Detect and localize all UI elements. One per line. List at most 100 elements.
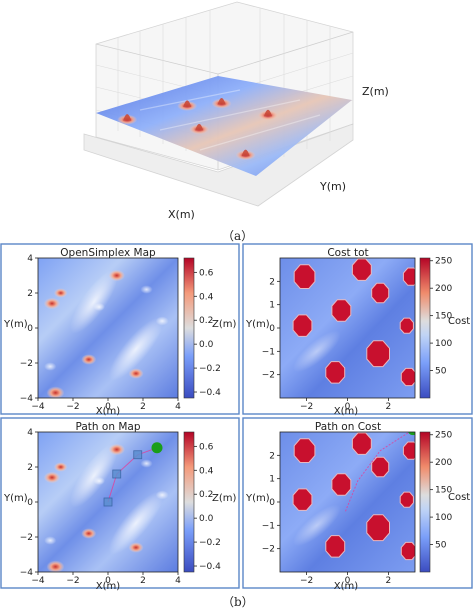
chart-b2-obstacle bbox=[292, 314, 313, 337]
chart-a-3d-surface: X(m) Y(m) Z(m) bbox=[83, 1, 389, 221]
chart-a-zlabel: Z(m) bbox=[362, 85, 389, 98]
chart-b1-terrain-feature bbox=[93, 302, 105, 312]
chart-b1-colorbar-tick-label: 0.6 bbox=[199, 268, 214, 278]
chart-b1-ytick-label: −2 bbox=[20, 359, 33, 369]
chart-b4-xlabel: X(m) bbox=[334, 581, 358, 592]
chart-b3-heatmap bbox=[38, 432, 178, 572]
chart-b4-obstacle bbox=[293, 438, 316, 463]
chart-b2-colorbar-tick-label: 200 bbox=[435, 284, 452, 294]
chart-b4-obstacle bbox=[331, 473, 352, 496]
chart-b1-ylabel: Y(m) bbox=[3, 319, 28, 330]
panel-b4-frame bbox=[242, 417, 473, 589]
chart-b4-goal-marker bbox=[407, 432, 415, 436]
chart-b1-colorbar-tick-label: −0.4 bbox=[199, 388, 221, 398]
chart-b4-xtick-label: 2 bbox=[386, 576, 392, 586]
chart-b2-colorbar-ticks: 250 200 150 100 50 bbox=[430, 257, 452, 377]
chart-a-peak-spike bbox=[183, 100, 192, 107]
chart-b3-terrain-feature bbox=[44, 536, 57, 545]
chart-b2-obstacle bbox=[402, 267, 415, 286]
chart-b1-terrain-feature bbox=[46, 386, 65, 398]
chart-b1-title: OpenSimplex Map bbox=[60, 247, 156, 259]
caption-a: （a） bbox=[222, 229, 253, 243]
chart-b3-ytick-label: −4 bbox=[20, 568, 34, 578]
chart-b3-xtick-label: −4 bbox=[31, 576, 45, 586]
chart-b4-light-band bbox=[292, 504, 341, 547]
chart-b2-colorbar bbox=[419, 257, 431, 399]
chart-b4-colorbar-ticks: 250 200 150 100 50 bbox=[430, 431, 452, 551]
chart-b1-xtick-label: −4 bbox=[31, 402, 45, 412]
chart-b4-colorbar bbox=[419, 431, 431, 573]
chart-b3-xtick-label: 4 bbox=[175, 576, 181, 586]
chart-b4-obstacle bbox=[400, 541, 415, 561]
chart-b1-colorbar-tick-label: −0.2 bbox=[199, 364, 221, 374]
chart-b2-ytick-label: 1 bbox=[269, 301, 275, 311]
chart-b1-colorbar bbox=[183, 257, 195, 399]
chart-b2-obstacle bbox=[331, 299, 352, 322]
chart-b1-colorbar-tick-label: 0.4 bbox=[199, 292, 214, 302]
chart-a-surface bbox=[96, 76, 352, 176]
chart-b4-ytick-label: 2 bbox=[269, 451, 275, 461]
chart-b1-ytick-label: 0 bbox=[27, 324, 33, 334]
chart-b2-plot-area: −2 0 2 2 1 0 −1 −2 bbox=[262, 257, 416, 412]
chart-b3-ytick-label: 0 bbox=[27, 498, 33, 508]
chart-b3-title: Path on Map bbox=[76, 421, 141, 433]
chart-b3-colorbar-tick-label: 0.2 bbox=[199, 490, 213, 500]
chart-b1-colorbar-label: Z(m) bbox=[212, 319, 236, 330]
chart-b3-terrain-feature bbox=[43, 471, 61, 484]
chart-b2-xtick-label: 2 bbox=[386, 402, 392, 412]
chart-b3-ylabel: Y(m) bbox=[3, 493, 28, 504]
chart-b3-colorbar-label: Z(m) bbox=[212, 493, 236, 504]
chart-b1-light-band bbox=[70, 269, 118, 334]
chart-b3-colorbar-tick-label: −0.4 bbox=[199, 562, 221, 572]
chart-b3-colorbar-tick-label: 0.4 bbox=[199, 466, 214, 476]
chart-b4-colorbar-tick-label: 100 bbox=[435, 513, 452, 523]
chart-b1-heatmap bbox=[38, 258, 178, 398]
chart-b3-xtick-label: 2 bbox=[140, 576, 146, 586]
chart-b1-terrain-feature bbox=[155, 316, 169, 326]
chart-b3-xtick-label: 0 bbox=[105, 576, 111, 586]
chart-b3-colorbar-tick-label: 0.6 bbox=[199, 442, 214, 452]
chart-b3-terrain-feature bbox=[155, 490, 169, 500]
chart-b2: Cost tot −2 0 2 2 1 0 −1 −2 250 200 150 100 50 Cost… bbox=[245, 247, 470, 417]
chart-a-peaks bbox=[117, 98, 278, 161]
chart-b3-terrain-feature bbox=[128, 542, 144, 553]
chart-b3-ytick-label: 2 bbox=[27, 463, 33, 473]
chart-b2-title: Cost tot bbox=[327, 247, 368, 259]
chart-b1-colorbar-tick-label: 0.2 bbox=[199, 316, 213, 326]
chart-b3-ytick-label: 4 bbox=[27, 428, 33, 438]
chart-b4-obstacle bbox=[366, 514, 390, 542]
chart-b3-light-band bbox=[70, 443, 118, 508]
chart-b1-colorbar-ticks: 0.6 0.4 0.2 0.0 −0.2 −0.4 bbox=[194, 268, 221, 398]
chart-b3-colorbar-ticks: 0.6 0.4 0.2 0.0 −0.2 −0.4 bbox=[194, 442, 221, 572]
chart-b4-ytick-label: 0 bbox=[269, 498, 275, 508]
chart-a-peak-spike bbox=[195, 123, 204, 131]
chart-b4-ytick-label: 1 bbox=[269, 475, 275, 485]
chart-b1-terrain-feature bbox=[53, 288, 68, 298]
chart-a-ylabel: Y(m) bbox=[319, 180, 346, 193]
chart-b2-colorbar-tick-label: 250 bbox=[435, 257, 452, 267]
chart-b1-xtick-label: 0 bbox=[105, 402, 111, 412]
chart-b1-terrain-feature bbox=[81, 354, 97, 365]
chart-b3-path-line bbox=[107, 447, 158, 503]
chart-a-xlabel: X(m) bbox=[168, 208, 195, 221]
chart-b4-colorbar-tick-label: 200 bbox=[435, 458, 452, 468]
chart-b3-xtick-label: −2 bbox=[66, 576, 79, 586]
chart-b2-xlabel: X(m) bbox=[334, 406, 358, 417]
chart-a-peak-spike bbox=[241, 149, 250, 157]
chart-b4-obstacle bbox=[402, 441, 415, 460]
chart-b3-terrain-feature bbox=[53, 462, 68, 472]
chart-b1-ytick-label: 4 bbox=[27, 254, 33, 264]
chart-b2-xtick-label: 0 bbox=[345, 402, 351, 412]
chart-b2-obstacle bbox=[351, 258, 372, 281]
chart-b3-colorbar-tick-label: 0.0 bbox=[199, 514, 214, 524]
chart-b3-waypoint bbox=[133, 450, 143, 460]
chart-b3-ytick-label: −2 bbox=[20, 533, 33, 543]
panel-b2-frame bbox=[242, 243, 473, 415]
chart-b3-goal-marker bbox=[151, 442, 163, 454]
chart-a-peak-spike bbox=[123, 114, 132, 121]
chart-b4-colorbar-label: Cost bbox=[448, 492, 470, 503]
chart-b2-obstacle bbox=[400, 367, 415, 387]
chart-b4-title: Path on Cost bbox=[315, 421, 381, 433]
chart-b3: Path on Map −4 −2 0 2 4 4 2 0 −2 −4 0.6 0.4 0.2 0.0 −… bbox=[3, 421, 236, 592]
